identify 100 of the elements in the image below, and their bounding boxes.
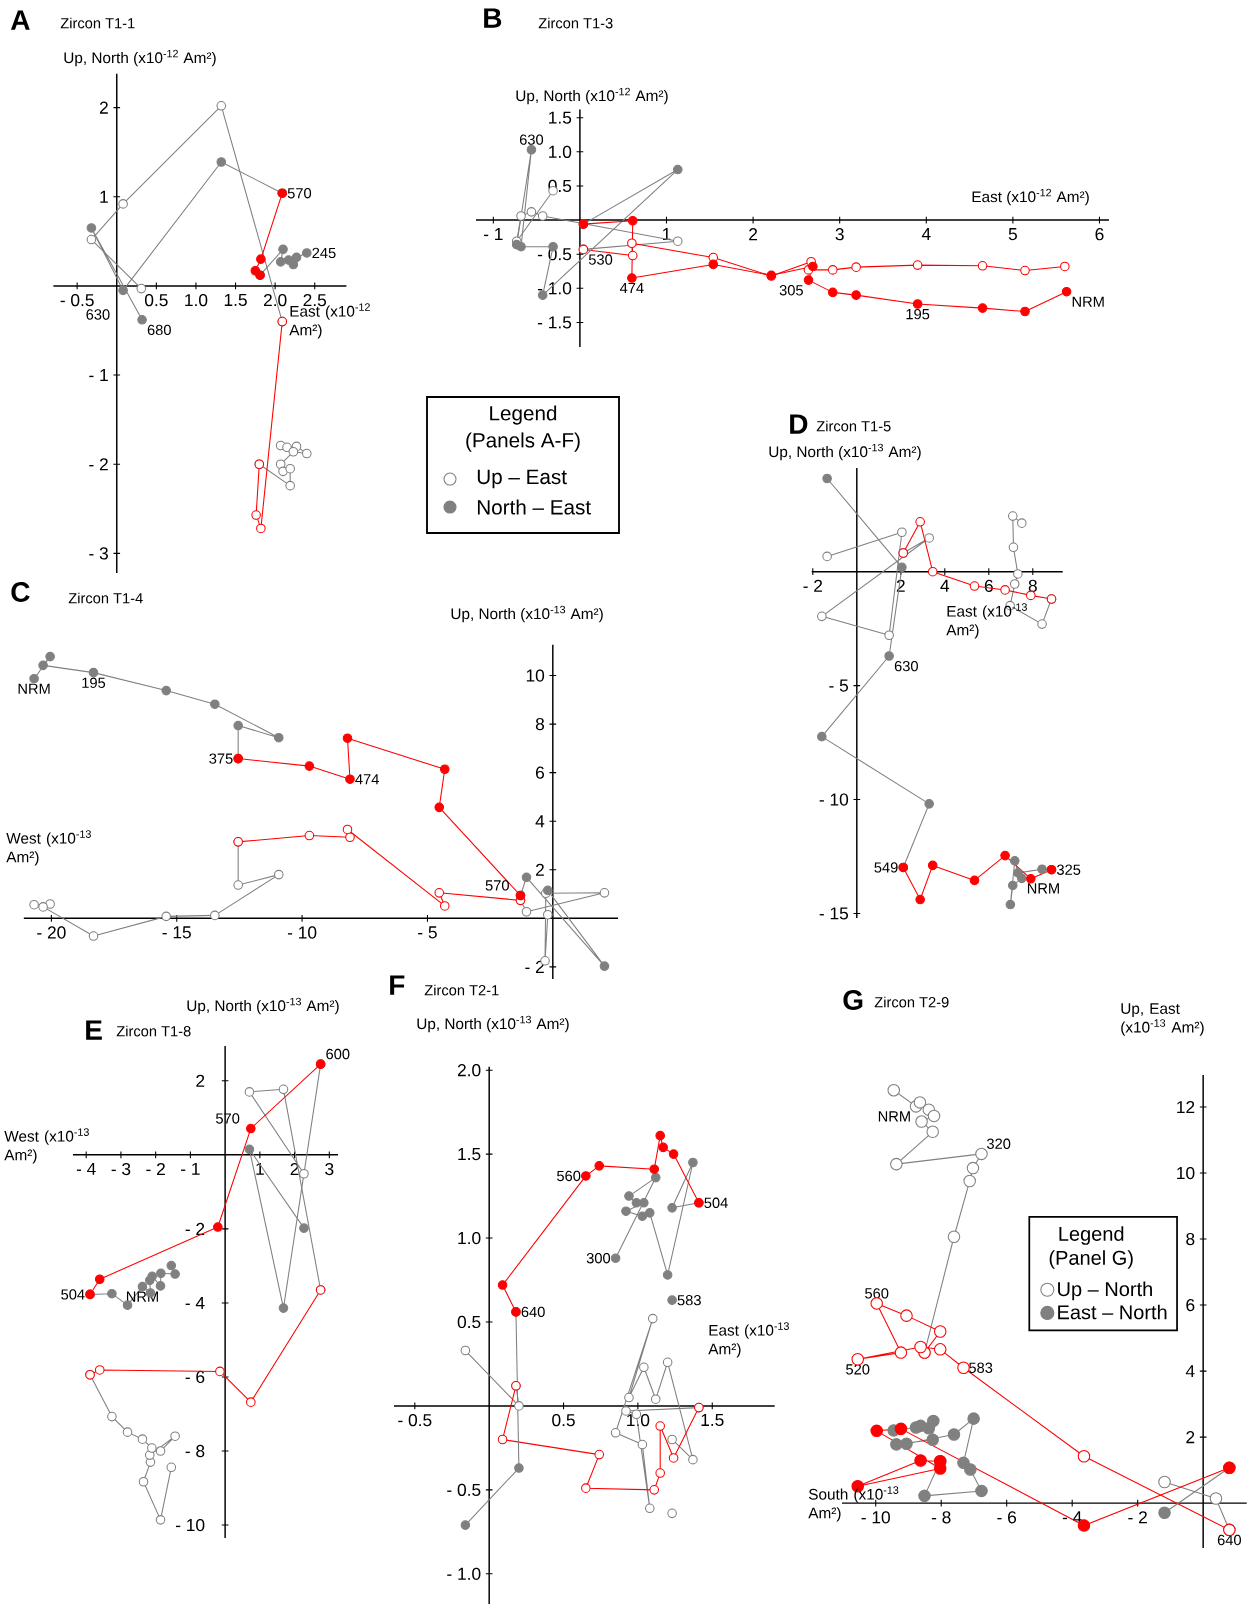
y-tick-label: 1 [100, 190, 108, 203]
x-tick-label: 1 [256, 1162, 264, 1175]
text: South (x10$^{-13}$ [808, 1486, 899, 1503]
chart-subtitle: Zircon T1-3 [538, 17, 613, 29]
annotation: 560 [557, 1170, 581, 1182]
x-tick-label: - 2 [803, 579, 823, 592]
y-axis-title: Up, North (x10$^{-12}$ Am²) [64, 49, 216, 67]
y-tick-label: - 2 [89, 458, 108, 471]
y-tick-label: - 1.0 [537, 282, 572, 295]
text: Legend [490, 405, 557, 425]
y-tick-label: 4 [535, 815, 545, 828]
annotation: 570 [485, 880, 509, 891]
x-tick-label: 2 [290, 1162, 299, 1175]
y-axis-title: Up, North (x10$^{-13}$ Am²) [769, 443, 921, 461]
x-tick-label: - 5 [418, 926, 437, 939]
chart-subtitle: Zircon T1-5 [816, 420, 891, 432]
legend-label: East – North [1058, 1304, 1167, 1320]
annotation: 583 [969, 1362, 993, 1373]
x-axis-title: East (x10$^{-12}$ Am²) [972, 188, 1089, 206]
x-tick-label: - 0.5 [398, 1413, 432, 1427]
annotation: NRM [18, 683, 50, 694]
x-tick-label: - 8 [931, 1511, 951, 1524]
x-tick-label: - 15 [162, 926, 191, 939]
x-tick-label: 5 [1008, 228, 1017, 241]
annotation: 630 [519, 134, 544, 145]
x-tick-label: - 2 [1128, 1511, 1147, 1524]
chart-subtitle: Zircon T2-1 [424, 984, 499, 996]
y-axis-title: Up, North (x10$^{-12}$ Am²) [516, 87, 668, 105]
y-tick-label: - 15 [819, 907, 849, 920]
x-tick-label: - 20 [37, 926, 66, 939]
annotation: 520 [846, 1364, 870, 1375]
y-tick-label: 4 [1185, 1365, 1195, 1378]
annotation: 195 [82, 677, 106, 688]
annotation: 474 [355, 774, 379, 785]
x-tick-label: 4 [940, 579, 950, 592]
text: West (x10$^{-13}$ Am²) [6, 830, 91, 866]
x-tick-label: 3 [325, 1162, 334, 1176]
y-axis-title: Up, North (x10$^{-13}$ Am²) [417, 1015, 569, 1033]
chart-title: G [843, 990, 863, 1010]
x-tick-label: - 10 [861, 1511, 890, 1524]
annotation: 630 [86, 309, 110, 320]
x-tick-label: 1.0 [627, 1413, 650, 1427]
annotation: 474 [619, 283, 644, 294]
x-tick-label: - 0.5 [60, 293, 94, 307]
y-tick-label: - 5 [829, 679, 849, 692]
annotation: 325 [1057, 864, 1081, 875]
annotation: NRM [1027, 883, 1059, 894]
x-tick-label: - 10 [287, 926, 317, 939]
x-tick-label: 1.5 [224, 293, 247, 307]
annotation: 195 [906, 308, 930, 320]
y-tick-label: 1.0 [549, 145, 572, 158]
y-tick-label: 0.5 [457, 1315, 481, 1329]
legend-label: Up – North [1058, 1281, 1152, 1301]
chart-title: B [484, 8, 502, 28]
y-tick-label: - 6 [185, 1370, 205, 1384]
x-tick-label: 2 [896, 579, 905, 592]
chart-title: A [10, 10, 30, 30]
x-tick-label: 3 [835, 228, 844, 241]
annotation: 549 [874, 862, 898, 873]
y-tick-label: 6 [536, 766, 545, 779]
x-tick-label: 0.5 [144, 293, 168, 307]
annotation: 583 [677, 1294, 701, 1306]
chart-subtitle: Zircon T1-1 [60, 17, 135, 29]
y-tick-label: 2 [536, 863, 544, 876]
annotation: 630 [894, 660, 918, 672]
annotation: 640 [1217, 1534, 1241, 1546]
y-tick-label: 2 [1186, 1431, 1195, 1444]
annotation: 320 [986, 1138, 1011, 1149]
y-tick-label: - 1.0 [447, 1567, 481, 1580]
x-tick-label: 1 [663, 228, 671, 241]
text: West (x10$^{-13}$ Am²) [4, 1128, 89, 1164]
annotation: 640 [521, 1306, 545, 1318]
y-tick-label: 12 [1177, 1100, 1195, 1114]
x-tick-label: 4 [921, 228, 931, 241]
chart-title: F [390, 975, 405, 995]
x-tick-label: 6 [1095, 228, 1104, 241]
y-tick-label: 2 [99, 101, 108, 114]
x-tick-label: - 3 [111, 1162, 131, 1176]
y-axis-title: Up, North (x10$^{-13}$ Am²) [451, 605, 603, 623]
y-tick-label: 8 [1186, 1232, 1195, 1246]
y-tick-label: 1.5 [458, 1148, 481, 1161]
chart-subtitle: Zircon T2-9 [874, 996, 949, 1008]
y-tick-label: 2 [196, 1074, 205, 1087]
annotation: 600 [326, 1048, 350, 1060]
y-tick-label: 1.5 [549, 111, 572, 124]
text: (Panels A-F) [466, 432, 580, 452]
chart-title: D [790, 414, 808, 434]
x-tick-label: - 1 [483, 228, 503, 241]
text: East (x10$^{-13}$ Am²) [946, 603, 1027, 639]
annotation: 245 [312, 247, 336, 259]
x-tick-label: - 6 [997, 1511, 1017, 1524]
annotation: 504 [704, 1197, 728, 1208]
y-tick-label: - 2 [185, 1222, 205, 1235]
y-axis-title: Up, North (x10$^{-13}$ Am²) [187, 997, 339, 1015]
legend-title: Legend (Panel G) [1049, 1226, 1133, 1269]
x-tick-label: 8 [1028, 579, 1037, 592]
y-tick-label: - 1.5 [537, 316, 572, 329]
text: Up – East [477, 469, 567, 489]
annotation: NRM [878, 1111, 910, 1122]
y-tick-label: - 0.5 [447, 1483, 481, 1496]
